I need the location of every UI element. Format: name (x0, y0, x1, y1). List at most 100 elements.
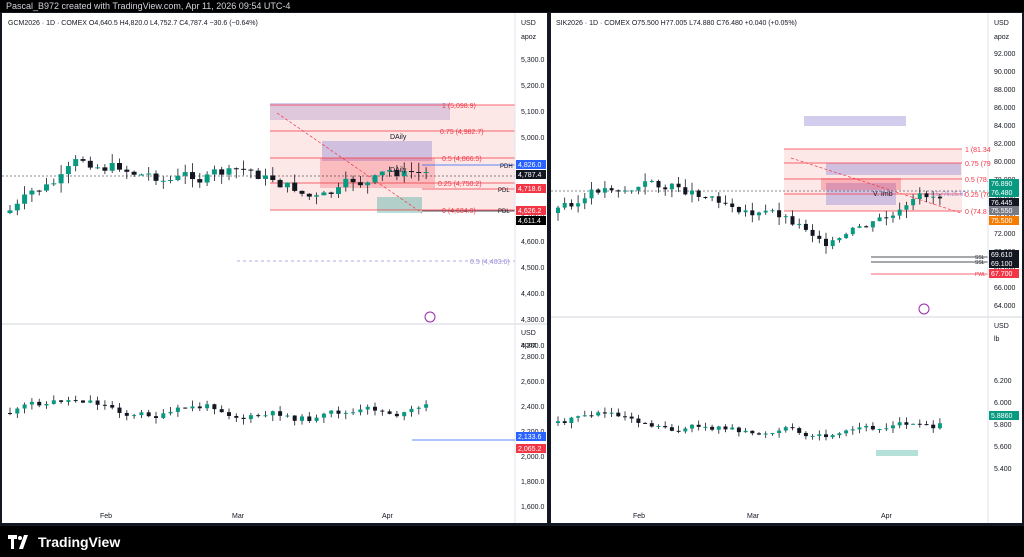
price-tick: 90.000 (994, 69, 1016, 76)
gold-chart-canvas[interactable]: 1 (5,098.9) 0.75 (4,982.7) 0.5 (4,866.5)… (2, 13, 547, 523)
footer-bar: TradingView (0, 526, 1024, 557)
v-imb-label: V. Imb (873, 191, 893, 198)
price-tick: 4,400.0 (521, 291, 544, 298)
price-badge (989, 198, 1019, 207)
candle-body (175, 407, 180, 412)
gold-sub-scale[interactable]: apoz (521, 342, 537, 349)
price-badge (989, 269, 1019, 278)
silver-supply-zone (804, 116, 906, 126)
price-tick: 5,100.0 (521, 109, 544, 116)
candle-body (690, 424, 694, 429)
silver-sub-axis[interactable]: 6.200 6.000 5.800 5.600 5.400 (994, 378, 1012, 473)
price-tick: 4,300.0 (521, 317, 544, 324)
candle-body (373, 406, 377, 411)
silver-chart-canvas[interactable]: 1 (81.34 0.75 (79 0.5 (78. 0.25 (76. 0 (… (551, 13, 1022, 523)
silver-fib-05: 0.5 (78. (965, 177, 989, 184)
candle-body (328, 192, 334, 194)
gold-price-axis[interactable]: 5,300.05,200.05,100.05,000.04,900.04,800… (521, 57, 544, 350)
candle-body (623, 190, 627, 192)
candle-body (321, 192, 327, 196)
candle-body (609, 188, 614, 191)
candle-body (226, 168, 232, 175)
candle-body (850, 429, 855, 431)
candle-body (234, 415, 239, 418)
lightning-icon[interactable] (424, 311, 436, 323)
silver-inner-fib: 0.5 (76.25.67 (931, 192, 967, 198)
candle-body (891, 215, 895, 218)
gold-price-badges: 4,826.0 4,787.4 4,718.6 4,626.2 4,611.4 2,133… (516, 160, 546, 453)
candle-body (703, 426, 708, 428)
candle-body (190, 172, 195, 180)
candle-body (387, 170, 393, 172)
silver-x-mar: Mar (747, 513, 760, 520)
candle-body (917, 423, 922, 425)
candle-body (696, 424, 701, 427)
price-tick: 84.000 (994, 123, 1016, 130)
price-tick: 4,200.0 (521, 343, 544, 350)
candle-body (329, 410, 334, 414)
price-tick: 5,200.0 (521, 83, 544, 90)
price-tick: 64.000 (994, 303, 1016, 310)
candle-body (44, 403, 49, 406)
candle-body (88, 400, 93, 403)
candle-body (80, 159, 86, 161)
candle-body (138, 174, 144, 176)
silver-x-apr: Apr (881, 513, 893, 520)
gold-futures-chart[interactable]: 1 (5,098.9) 0.75 (4,982.7) 0.5 (4,866.5)… (2, 13, 547, 523)
candle-body (146, 173, 152, 175)
candle-body (402, 412, 407, 417)
silver-futures-chart[interactable]: 1 (81.34 0.75 (79 0.5 (78. 0.25 (76. 0 (… (551, 13, 1022, 523)
candle-body (716, 426, 721, 430)
daily-label-2: DAily (390, 167, 407, 174)
price-badge-text: 4,626.2 (518, 208, 541, 215)
candle-body (777, 430, 782, 434)
candle-body (233, 168, 239, 170)
tradingview-logo[interactable]: TradingView (8, 534, 120, 550)
candle-body (343, 178, 349, 188)
candle-body (877, 217, 882, 222)
candle-body (629, 416, 634, 419)
price-badge-text: 4,718.6 (518, 186, 541, 193)
price-tick: 92.000 (994, 51, 1016, 58)
candle-body (110, 405, 115, 408)
candle-body (278, 411, 283, 416)
candle-body (589, 415, 594, 417)
gold-candles (7, 154, 429, 216)
price-tick: 2,400.0 (521, 404, 544, 411)
candle-body (255, 170, 261, 179)
silver-fib-0: 0 (74.8 (965, 209, 987, 216)
candle-body (350, 178, 356, 183)
price-badge-text: 75.500 (991, 218, 1013, 225)
candle-body (636, 418, 641, 423)
silver-scale-mode[interactable]: apoz (994, 34, 1010, 41)
price-tick: 80.000 (994, 159, 1016, 166)
candle-body (703, 196, 708, 198)
candle-body (358, 409, 363, 413)
candle-body (124, 412, 129, 416)
price-badge (989, 216, 1019, 225)
price-tick: 5.400 (994, 466, 1012, 473)
candle-body (263, 175, 268, 179)
candle-body (917, 193, 922, 200)
pdl-label-1: PDL (498, 188, 510, 194)
lightning-icon[interactable] (918, 303, 930, 315)
candle-body (837, 433, 842, 436)
candle-body (168, 411, 173, 414)
candle-body (241, 417, 246, 420)
silver-sub-zone (876, 450, 918, 456)
candle-body (870, 425, 875, 430)
candle-body (844, 430, 849, 434)
candle-body (372, 175, 378, 183)
candle-body (285, 415, 290, 417)
price-badge (989, 206, 1019, 215)
candle-body (256, 415, 261, 417)
candle-body (797, 428, 802, 433)
gold-scale-mode[interactable]: apoz (521, 34, 537, 41)
gold-sub-currency: USD (521, 330, 536, 337)
candle-body (197, 406, 202, 409)
candle-body (22, 194, 28, 204)
candle-body (387, 411, 392, 414)
candle-body (351, 412, 356, 414)
candle-body (44, 184, 49, 191)
candle-body (409, 408, 414, 413)
